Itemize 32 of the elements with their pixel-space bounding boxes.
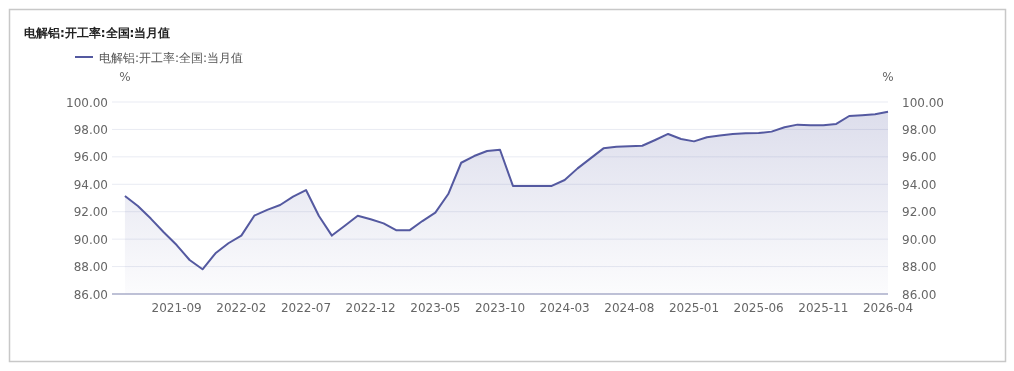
x-tick-label: 2025-01	[668, 301, 720, 315]
y2-tick-label: 92.00	[902, 205, 937, 220]
y2-tick-label: 90.00	[902, 232, 937, 247]
x-tick-label: 2022-02	[216, 301, 267, 315]
y-tick-label: 100.00	[66, 95, 108, 110]
y2-tick-label: 100.00	[902, 95, 944, 110]
x-tick-label: 2024-08	[604, 301, 655, 315]
y2-tick-label: 96.00	[902, 150, 937, 165]
x-tick-label: 2026-04	[862, 301, 914, 315]
x-tick-label: 2022-07	[280, 301, 332, 315]
x-tick-label: 2022-12	[345, 301, 396, 315]
y-axis-title: %	[119, 70, 131, 84]
x-tick-label: 2024-03	[539, 301, 590, 315]
y-tick-label: 98.00	[73, 122, 108, 137]
y2-axis-title: %	[882, 70, 894, 84]
x-tick-label: 2023-05	[410, 301, 461, 315]
y-tick-label: 94.00	[73, 177, 108, 192]
x-tick-label: 2025-11	[798, 301, 849, 315]
y2-tick-label: 98.00	[902, 122, 937, 137]
y-tick-label: 92.00	[73, 205, 108, 220]
y-tick-label: 96.00	[73, 150, 108, 165]
y2-tick-label: 88.00	[902, 260, 937, 275]
legend-label: 电解铝:开工率:全国:当月值	[99, 50, 244, 65]
y-tick-label: 88.00	[73, 260, 108, 275]
y-tick-label: 90.00	[73, 232, 108, 247]
x-tick-label: 2025-06	[733, 301, 784, 315]
y2-tick-label: 86.00	[902, 287, 937, 302]
y2-tick-label: 94.00	[902, 177, 937, 192]
chart-title: 电解铝:开工率:全国:当月值	[24, 26, 171, 40]
x-tick-label: 2023-10	[474, 301, 526, 315]
x-tick-label: 2021-09	[151, 301, 202, 315]
y-tick-label: 86.00	[73, 287, 108, 302]
